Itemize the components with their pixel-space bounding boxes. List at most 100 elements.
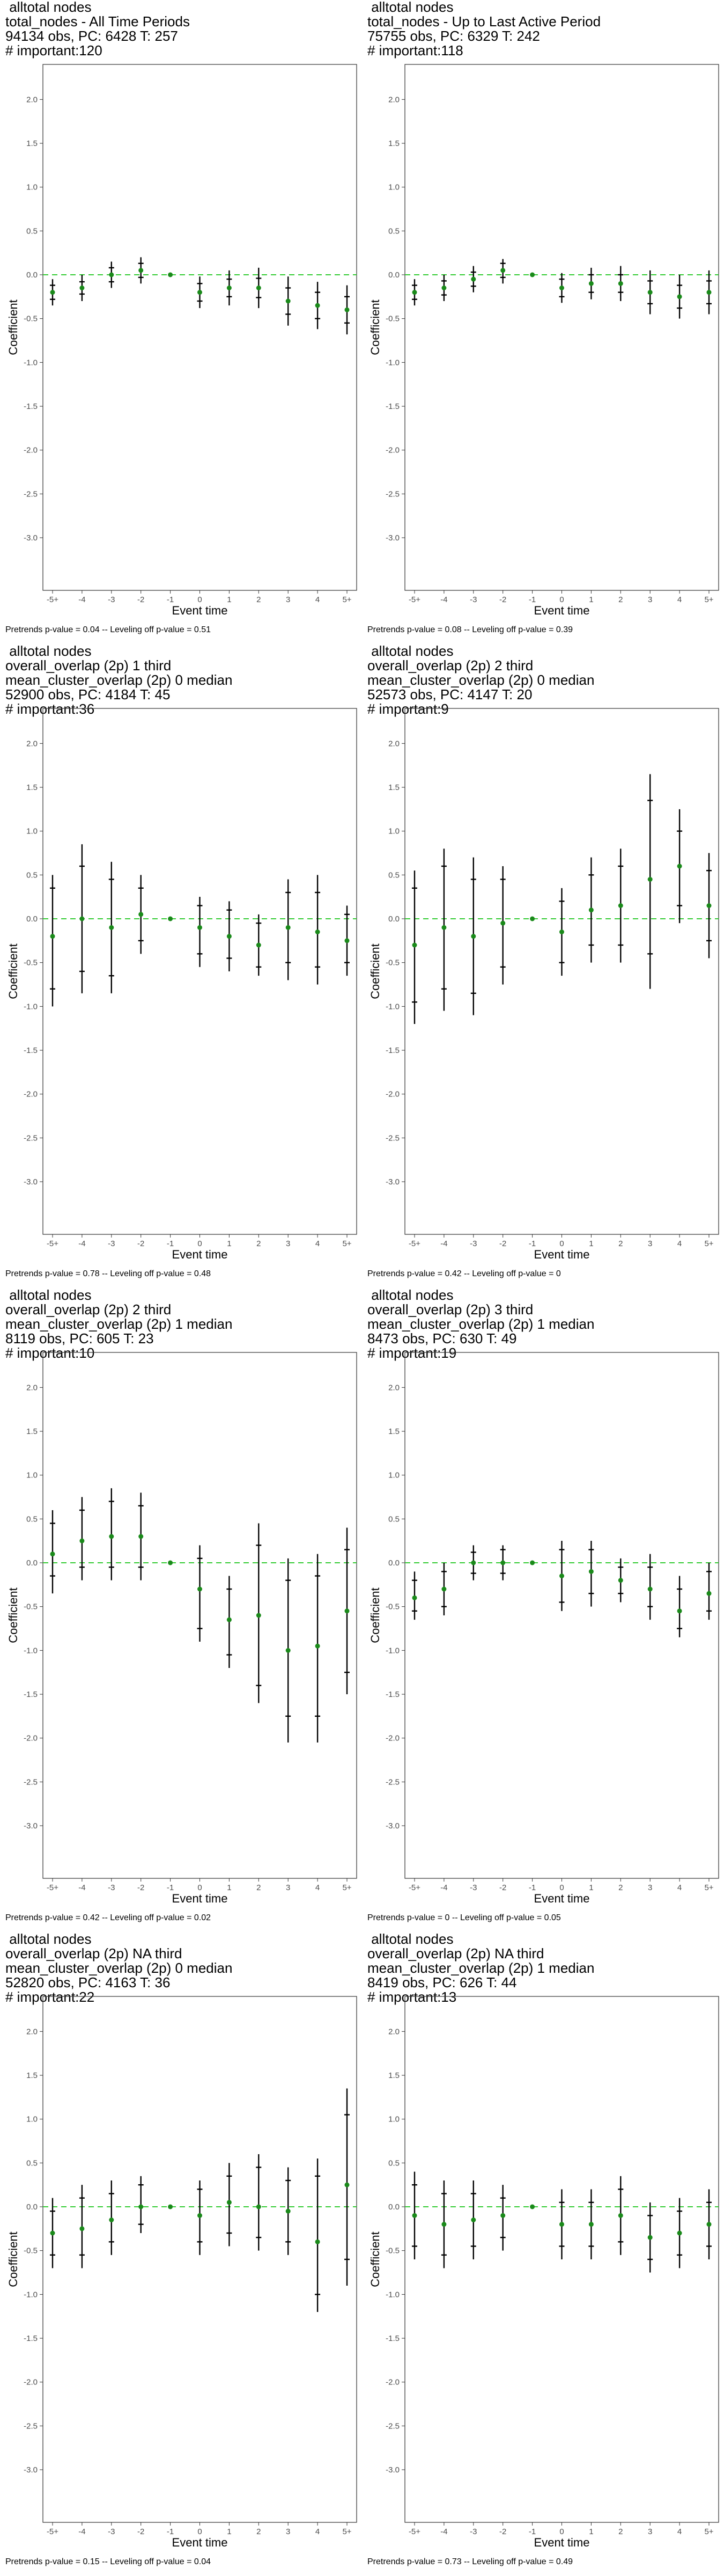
y-tick-label: 0.5 xyxy=(388,2158,400,2168)
event-study-chart: 2.0 1.5 1.0 0.5 0.0 -0.5 -1.0 -1.5 -2.0 -2.5 -3.0 -… xyxy=(6,1352,357,1905)
x-tick-label: -5+ xyxy=(47,595,58,604)
plot-frame xyxy=(42,1996,357,2523)
coefficient-point xyxy=(441,1586,447,1592)
coefficient-point xyxy=(197,2213,202,2218)
y-tick-label: -1.0 xyxy=(24,2290,38,2299)
y-tick-label: -1.5 xyxy=(386,402,400,411)
panel-title-line: alltotal nodes xyxy=(5,0,92,15)
x-tick-label: -2 xyxy=(499,1883,506,1892)
x-tick-label: -4 xyxy=(78,595,85,604)
coefficient-point xyxy=(256,2204,261,2209)
x-tick-label: 1 xyxy=(227,595,231,604)
y-tick-label: -3.0 xyxy=(386,2465,400,2475)
chart-panel: alltotal nodes overall_overlap (2p) 3 thi… xyxy=(367,1288,724,1932)
coefficient-point xyxy=(226,1617,232,1622)
panel-title-line: # important:10 xyxy=(5,1345,95,1361)
y-tick-label: 1.5 xyxy=(388,1427,400,1436)
coefficient-point xyxy=(618,1578,623,1583)
y-tick-label: -1.5 xyxy=(24,2334,38,2343)
panel-title: alltotal nodes overall_overlap (2p) NA th… xyxy=(5,1932,232,2004)
x-tick-label: -3 xyxy=(470,595,477,604)
x-tick-label: -5+ xyxy=(409,1883,420,1892)
coefficient-point xyxy=(168,272,173,277)
y-tick-label: 0.5 xyxy=(388,226,400,236)
coefficient-point xyxy=(285,1648,291,1653)
y-tick-label: 0.5 xyxy=(26,2158,38,2168)
x-axis-label: Event time xyxy=(172,2536,228,2549)
pvalue-note: Pretrends p-value = 0.73 -- Leveling off… xyxy=(367,2557,573,2566)
y-tick-label: -2.5 xyxy=(386,2421,400,2431)
coefficient-point xyxy=(50,2230,55,2236)
coefficient-point xyxy=(344,938,350,943)
x-tick-label: 5+ xyxy=(704,2527,713,2536)
coefficient-point xyxy=(50,1552,55,1557)
coefficient-point xyxy=(441,2222,447,2227)
coefficient-point xyxy=(412,1595,417,1600)
y-tick-label: 2.0 xyxy=(388,1383,400,1392)
x-axis-label: Event time xyxy=(534,2536,590,2549)
panel-title-line: overall_overlap (2p) NA third xyxy=(5,1945,182,1962)
panel-title-line: alltotal nodes xyxy=(367,643,454,659)
x-tick-label: 0 xyxy=(559,1239,564,1248)
x-tick-label: 3 xyxy=(286,595,290,604)
x-tick-label: -1 xyxy=(167,2527,174,2536)
y-tick-label: 1.0 xyxy=(388,183,400,192)
y-tick-label: 0.0 xyxy=(26,1558,38,1568)
panel-title-line: # important:36 xyxy=(5,701,95,717)
panel-title: alltotal nodes overall_overlap (2p) 2 thi… xyxy=(367,644,594,716)
x-tick-label: -1 xyxy=(529,1883,536,1892)
y-axis-label: Coefficient xyxy=(6,1587,20,1643)
y-tick-label: -2.5 xyxy=(386,1777,400,1787)
coefficient-point xyxy=(138,1534,144,1539)
x-tick-label: 0 xyxy=(559,1883,564,1892)
coefficient-point xyxy=(285,925,291,930)
y-axis-label: Coefficient xyxy=(368,299,382,355)
coefficient-point xyxy=(647,2235,653,2240)
x-tick-label: -5+ xyxy=(409,1239,420,1248)
coefficient-point xyxy=(197,925,202,930)
x-tick-label: -5+ xyxy=(47,2527,58,2536)
pvalue-note: Pretrends p-value = 0 -- Leveling off p-… xyxy=(367,1913,561,1922)
coefficient-point xyxy=(315,303,320,308)
y-tick-label: -3.0 xyxy=(386,1821,400,1831)
x-tick-label: -3 xyxy=(470,2527,477,2536)
panel-title-line: # important:19 xyxy=(367,1345,457,1361)
y-tick-label: 2.0 xyxy=(26,2027,38,2036)
coefficient-point xyxy=(471,934,476,939)
y-tick-label: 1.5 xyxy=(388,2071,400,2080)
coefficient-point xyxy=(315,2239,320,2244)
y-axis-label: Coefficient xyxy=(6,299,20,355)
x-tick-label: 1 xyxy=(227,1239,231,1248)
x-tick-label: 0 xyxy=(197,1883,202,1892)
x-tick-label: 4 xyxy=(677,1883,682,1892)
x-tick-label: -3 xyxy=(108,1239,115,1248)
panel-title-line: mean_cluster_overlap (2p) 0 median xyxy=(367,672,595,688)
coefficient-point xyxy=(138,912,144,917)
y-tick-label: 0.0 xyxy=(388,2202,400,2212)
x-tick-label: -1 xyxy=(529,2527,536,2536)
x-axis-label: Event time xyxy=(534,604,590,617)
y-tick-label: 1.5 xyxy=(388,139,400,148)
chart-panel: alltotal nodes overall_overlap (2p) 2 thi… xyxy=(5,1288,367,1932)
y-tick-label: 0.0 xyxy=(388,1558,400,1568)
coefficient-point xyxy=(226,2200,232,2205)
chart-panel: alltotal nodes total_nodes - All Time Per… xyxy=(5,0,367,644)
coefficient-point xyxy=(500,920,506,926)
plot-frame xyxy=(42,64,357,591)
pvalue-note: Pretrends p-value = 0.78 -- Leveling off… xyxy=(5,1269,211,1278)
x-tick-label: -3 xyxy=(470,1239,477,1248)
x-tick-label: 2 xyxy=(618,2527,623,2536)
panel-title-line: 8119 obs, PC: 605 T: 23 xyxy=(5,1330,154,1346)
plot-frame xyxy=(42,708,357,1235)
panel-title-line: total_nodes - All Time Periods xyxy=(5,13,190,30)
coefficient-point xyxy=(79,286,85,290)
panel-title-line: # important:9 xyxy=(367,701,449,717)
coefficient-point xyxy=(226,934,232,939)
y-tick-label: 1.5 xyxy=(26,783,38,792)
y-tick-label: -3.0 xyxy=(386,533,400,543)
coefficient-point xyxy=(109,272,114,277)
coefficient-point xyxy=(647,1586,653,1592)
y-tick-label: -1.0 xyxy=(24,358,38,367)
coefficient-point xyxy=(344,1608,350,1614)
coefficient-point xyxy=(50,290,55,295)
